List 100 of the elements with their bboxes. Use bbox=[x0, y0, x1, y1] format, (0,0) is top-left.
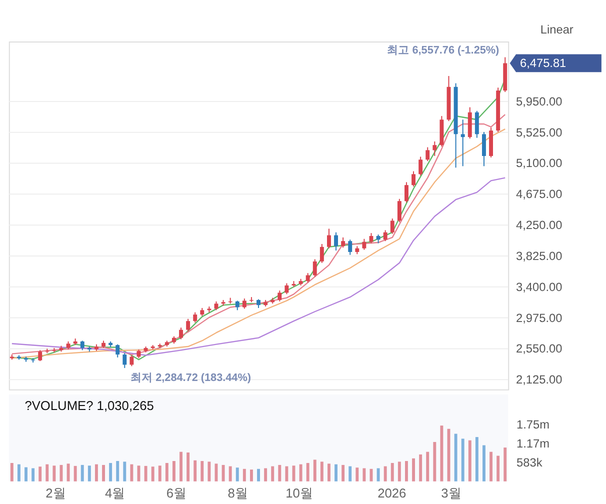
candlestick bbox=[482, 131, 486, 167]
x-tick-label: 4월 bbox=[105, 486, 126, 501]
bar bbox=[88, 466, 91, 482]
bar bbox=[390, 462, 394, 482]
bar bbox=[433, 442, 436, 482]
bar bbox=[130, 464, 134, 482]
annotation: 최저 2,284.72 (183.44%) bbox=[130, 372, 252, 384]
bar bbox=[46, 464, 49, 482]
y-tick-label: 4,675.00 bbox=[516, 187, 563, 202]
bar bbox=[482, 445, 486, 482]
bar bbox=[74, 466, 77, 482]
candlestick bbox=[474, 110, 479, 138]
bar bbox=[504, 448, 507, 482]
bar bbox=[299, 464, 302, 482]
text: 6,475.81 bbox=[520, 56, 567, 70]
bar bbox=[348, 466, 352, 482]
bar bbox=[109, 462, 112, 482]
bar bbox=[264, 468, 268, 482]
candlestick bbox=[432, 140, 437, 156]
candlestick bbox=[278, 290, 282, 302]
bar bbox=[151, 466, 154, 482]
candlestick bbox=[397, 198, 402, 223]
bar bbox=[362, 468, 366, 482]
bar bbox=[285, 466, 288, 482]
candlestick bbox=[348, 239, 352, 256]
bar bbox=[123, 462, 126, 482]
bar bbox=[475, 437, 478, 482]
bar bbox=[461, 438, 464, 482]
bar bbox=[496, 456, 500, 482]
y-tick-label: 5,525.00 bbox=[516, 125, 563, 140]
bar bbox=[194, 460, 197, 482]
bar bbox=[320, 462, 324, 482]
bar bbox=[271, 466, 274, 482]
candlestick bbox=[334, 232, 338, 252]
bar bbox=[66, 464, 70, 482]
x-tick-label: 2월 bbox=[46, 486, 66, 501]
bar bbox=[38, 466, 42, 482]
bar bbox=[490, 452, 493, 482]
candlestick bbox=[404, 182, 408, 204]
bar bbox=[80, 464, 84, 482]
bar bbox=[250, 470, 253, 482]
bar bbox=[228, 466, 232, 482]
bar bbox=[468, 440, 472, 482]
y-tick-label: 2,975.00 bbox=[516, 310, 563, 325]
bar bbox=[376, 468, 380, 482]
bar bbox=[426, 452, 430, 482]
bar bbox=[306, 462, 310, 482]
candlestick bbox=[426, 146, 430, 162]
y-tick-label: 5,950.00 bbox=[516, 94, 563, 108]
candlestick bbox=[179, 327, 183, 340]
bar bbox=[404, 461, 408, 482]
x-tick-label: 8월 bbox=[228, 486, 248, 501]
bar bbox=[32, 468, 35, 482]
candlestick bbox=[186, 318, 190, 332]
annotation: 최고 6,557.76 (-1.25%) bbox=[387, 44, 500, 56]
candlestick bbox=[193, 312, 198, 324]
bar bbox=[144, 466, 148, 482]
bar bbox=[10, 462, 14, 482]
bar bbox=[384, 466, 387, 482]
candlestick bbox=[284, 282, 289, 295]
y-tick-label: 3,825.00 bbox=[516, 248, 563, 263]
y-tick-label: 4,250.00 bbox=[516, 218, 563, 232]
bar bbox=[222, 464, 225, 482]
candlestick bbox=[306, 272, 310, 284]
bar bbox=[52, 466, 56, 482]
y-tick-label: 5,100.00 bbox=[516, 156, 563, 170]
candlestick bbox=[369, 232, 374, 244]
y-tick-label: 3,400.00 bbox=[516, 280, 563, 294]
bar bbox=[356, 468, 359, 482]
bar bbox=[236, 468, 239, 482]
bar bbox=[165, 462, 168, 482]
bar bbox=[412, 458, 415, 482]
candlestick bbox=[116, 344, 120, 358]
text: Linear bbox=[540, 22, 574, 37]
y-tick-label: 1.17m bbox=[516, 436, 550, 450]
candlestick bbox=[235, 300, 240, 311]
bar bbox=[419, 454, 422, 482]
bar bbox=[398, 462, 401, 482]
y-tick-label: 2,125.00 bbox=[516, 372, 563, 387]
candlestick bbox=[122, 352, 127, 368]
bar bbox=[94, 464, 98, 482]
candlestick bbox=[130, 354, 134, 367]
chart-title: ?VOLUME? 1,030,265 bbox=[24, 398, 154, 414]
x-tick-label: 2026 bbox=[378, 486, 406, 501]
candlestick bbox=[38, 350, 42, 362]
bar bbox=[186, 452, 190, 482]
candlestick bbox=[362, 238, 366, 250]
candlestick bbox=[390, 218, 394, 234]
candlestick bbox=[460, 119, 465, 167]
candlestick bbox=[312, 258, 317, 278]
candlestick bbox=[418, 156, 423, 176]
bar bbox=[172, 461, 176, 482]
candlestick bbox=[412, 170, 416, 188]
bar bbox=[116, 461, 120, 482]
y-tick-label: 1.75m bbox=[516, 417, 550, 432]
bar bbox=[158, 466, 162, 482]
bar bbox=[342, 464, 345, 482]
bar bbox=[454, 434, 458, 482]
bar bbox=[334, 464, 338, 482]
candlestick bbox=[341, 236, 346, 248]
